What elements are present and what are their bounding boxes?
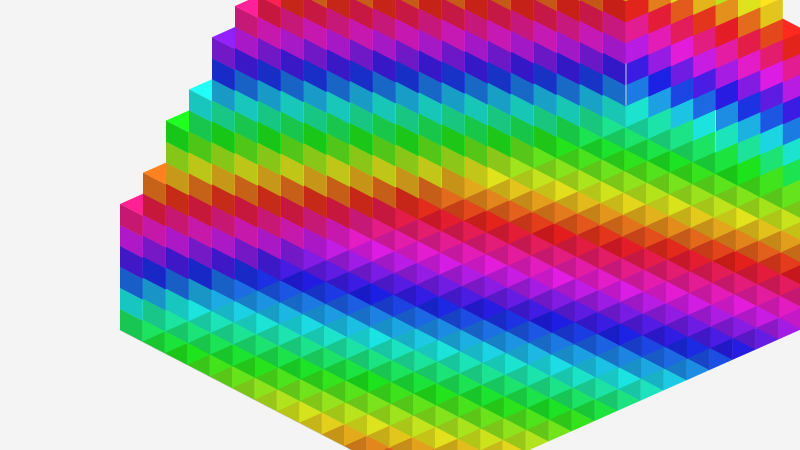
voxel-face-left — [120, 309, 143, 342]
voxel-face-left — [120, 246, 143, 279]
voxel-face-left — [120, 204, 143, 237]
voxel-face-left — [120, 225, 143, 258]
voxel-face-left — [120, 288, 143, 321]
voxel-face-left — [120, 267, 143, 300]
